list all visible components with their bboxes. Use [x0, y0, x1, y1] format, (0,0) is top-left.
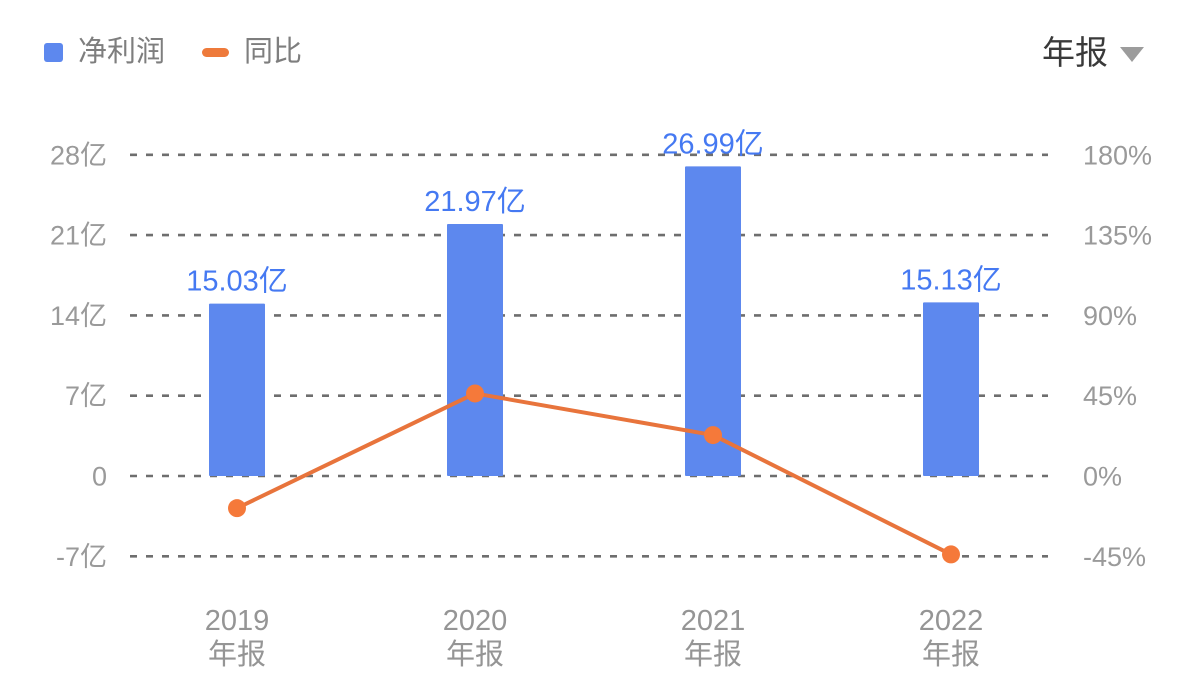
- yoy-point-2021[interactable]: [704, 426, 722, 445]
- x-axis-label-year: 2019: [205, 605, 270, 637]
- right-axis-tick: 90%: [1083, 301, 1137, 331]
- x-axis-label-year: 2020: [443, 605, 508, 637]
- period-selector-label: 年报: [1042, 34, 1108, 71]
- left-axis-tick: 0: [92, 461, 107, 491]
- right-axis-tick: 0%: [1083, 461, 1122, 491]
- yoy-point-2020[interactable]: [466, 384, 484, 403]
- left-axis-tick: 7亿: [65, 381, 107, 411]
- left-axis-tick: -7亿: [56, 542, 107, 572]
- x-axis-label-period: 年报: [922, 638, 980, 671]
- bar-2022[interactable]: [923, 302, 979, 476]
- bar-value-label: 15.03亿: [186, 265, 288, 298]
- bar-value-label: 15.13亿: [900, 263, 1002, 296]
- caret-down-icon: [1120, 47, 1144, 62]
- x-axis-label-year: 2022: [919, 605, 984, 637]
- left-axis-tick: 14亿: [50, 301, 107, 331]
- yoy-point-2022[interactable]: [942, 545, 960, 564]
- right-axis-tick: 135%: [1083, 221, 1152, 251]
- left-axis-tick: 21亿: [50, 221, 107, 251]
- bar-2020[interactable]: [447, 223, 503, 476]
- x-axis-label-period: 年报: [684, 638, 742, 671]
- yoy-point-2019[interactable]: [228, 499, 246, 518]
- right-axis-tick: 180%: [1083, 140, 1152, 170]
- left-axis-tick: 28亿: [50, 140, 107, 170]
- right-axis-tick: -45%: [1083, 542, 1146, 572]
- bar-value-label: 26.99亿: [662, 127, 764, 160]
- legend: 净利润 同比: [44, 38, 302, 67]
- chart-header: 净利润 同比 年报: [0, 0, 1200, 90]
- yoy-line: [235, 391, 953, 557]
- bar-value-label: 21.97亿: [424, 185, 526, 218]
- legend-label-net-profit: 净利润: [78, 36, 166, 68]
- period-selector[interactable]: 年报: [1042, 36, 1144, 69]
- right-axis-tick: 45%: [1083, 381, 1137, 411]
- bar-2021[interactable]: [685, 166, 741, 476]
- legend-label-yoy: 同比: [244, 36, 303, 68]
- x-axis-label-period: 年报: [446, 638, 504, 671]
- line-legend-swatch: [202, 48, 230, 57]
- bar-2019[interactable]: [209, 303, 265, 476]
- bar-legend-swatch: [44, 43, 63, 62]
- x-axis-label-year: 2021: [681, 605, 746, 637]
- x-axis-label-period: 年报: [208, 638, 266, 671]
